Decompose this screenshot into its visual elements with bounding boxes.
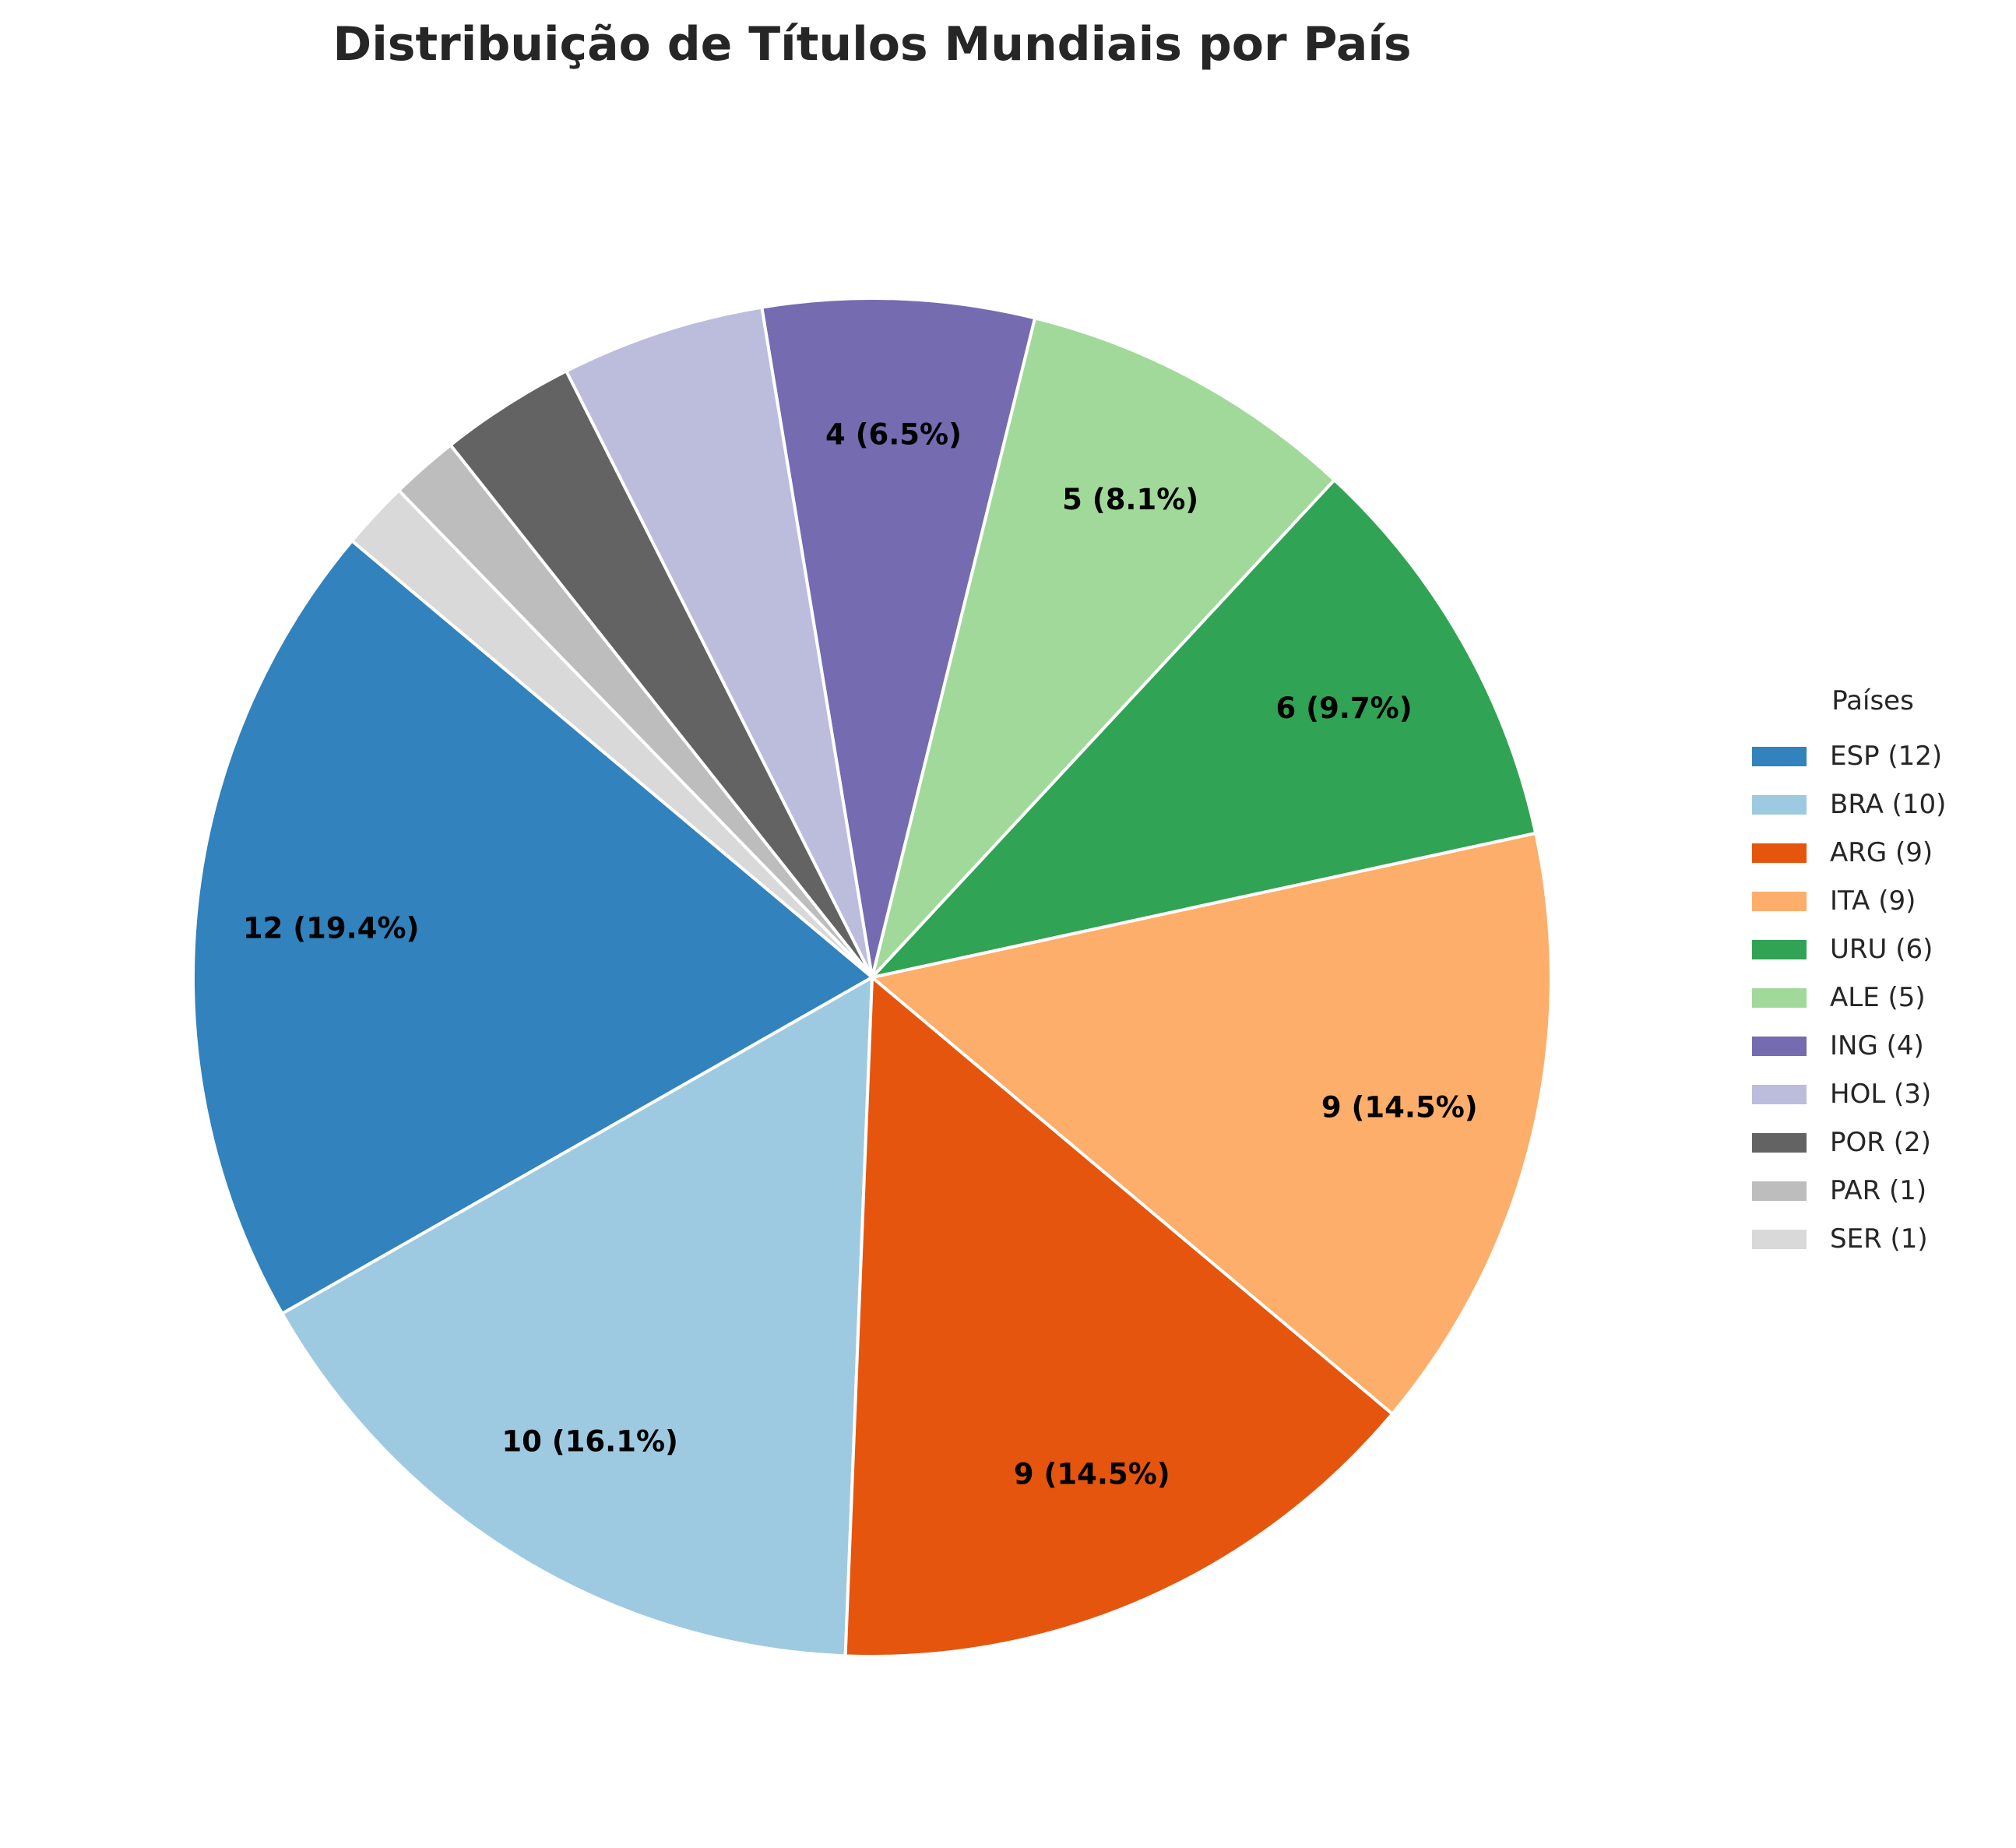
legend-label: POR (2) (1830, 1127, 1931, 1158)
legend-item-esp: ESP (12) (1740, 732, 2005, 780)
legend-label: ESP (12) (1830, 741, 1943, 772)
legend-swatch (1752, 1132, 1807, 1153)
pie-slice-labels: 12 (19.4%) 10 (16.1%) 9 (14.5%) 9 (14.5%) 6 … (243, 417, 1478, 1491)
legend-swatch (1752, 1036, 1807, 1056)
legend-item-uru: URU (6) (1740, 925, 2005, 973)
chart-title: Distribuição de Títulos Mundiais por Paí… (332, 17, 1412, 72)
pie-slices (192, 297, 1553, 1658)
pie-slice-ing (760, 297, 1037, 979)
legend-label: URU (6) (1830, 934, 1933, 965)
legend-item-ser: SER (1) (1740, 1215, 2005, 1263)
legend-item-por: POR (2) (1740, 1118, 2005, 1167)
legend-item-bra: BRA (10) (1740, 780, 2005, 829)
legend-swatch (1752, 987, 1807, 1008)
legend-item-hol: HOL (3) (1740, 1070, 2005, 1118)
legend-swatch (1752, 939, 1807, 959)
pie-slice-ita (871, 831, 1553, 1416)
slice-label-ita: 9 (14.5%) (1321, 1091, 1478, 1125)
legend-label: ALE (5) (1830, 982, 1926, 1013)
legend-item-arg: ARG (9) (1740, 829, 2005, 877)
pie-slice-uru (871, 478, 1538, 979)
pie-chart: 12 (19.4%) 10 (16.1%) 9 (14.5%) 9 (14.5%) 6 … (192, 297, 1553, 1658)
legend-swatch (1752, 891, 1807, 911)
slice-label-arg: 9 (14.5%) (1014, 1457, 1170, 1491)
pie-slice-hol (565, 305, 874, 979)
pie-slice-ale (871, 316, 1336, 979)
legend-items: ESP (12) BRA (10) ARG (9) ITA (9) URU (6) ALE… (1740, 732, 2005, 1263)
legend-item-par: PAR (1) (1740, 1167, 2005, 1215)
legend-title: Países (1831, 685, 1914, 716)
legend-item-ing: ING (4) (1740, 1022, 2005, 1070)
legend-swatch (1752, 794, 1807, 815)
slice-label-esp: 12 (19.4%) (243, 912, 420, 945)
legend-swatch (1752, 1229, 1807, 1249)
legend-label: ARG (9) (1830, 837, 1933, 868)
legend-item-ita: ITA (9) (1740, 877, 2005, 925)
pie-slice-ser (350, 488, 874, 979)
pie-slice-bra (280, 976, 874, 1658)
legend-swatch (1752, 1181, 1807, 1201)
legend-label: SER (1) (1830, 1223, 1928, 1255)
slice-label-bra: 10 (16.1%) (501, 1425, 678, 1459)
pie-slice-esp (192, 539, 874, 1315)
slice-label-ing: 4 (6.5%) (825, 417, 962, 451)
legend-label: PAR (1) (1830, 1175, 1927, 1206)
legend-swatch (1752, 843, 1807, 863)
legend-label: ITA (9) (1830, 885, 1916, 917)
legend-label: HOL (3) (1830, 1079, 1932, 1110)
legend-swatch (1752, 746, 1807, 766)
slice-label-uru: 6 (9.7%) (1276, 692, 1413, 725)
legend-label: BRA (10) (1830, 789, 1947, 820)
slice-label-ale: 5 (8.1%) (1062, 483, 1198, 516)
pie-slice-arg (843, 976, 1394, 1658)
legend: Países ESP (12) BRA (10) ARG (9) ITA (9) URU… (1740, 685, 2005, 1263)
legend-label: ING (4) (1830, 1030, 1924, 1061)
legend-item-ale: ALE (5) (1740, 973, 2005, 1022)
legend-swatch (1752, 1084, 1807, 1104)
